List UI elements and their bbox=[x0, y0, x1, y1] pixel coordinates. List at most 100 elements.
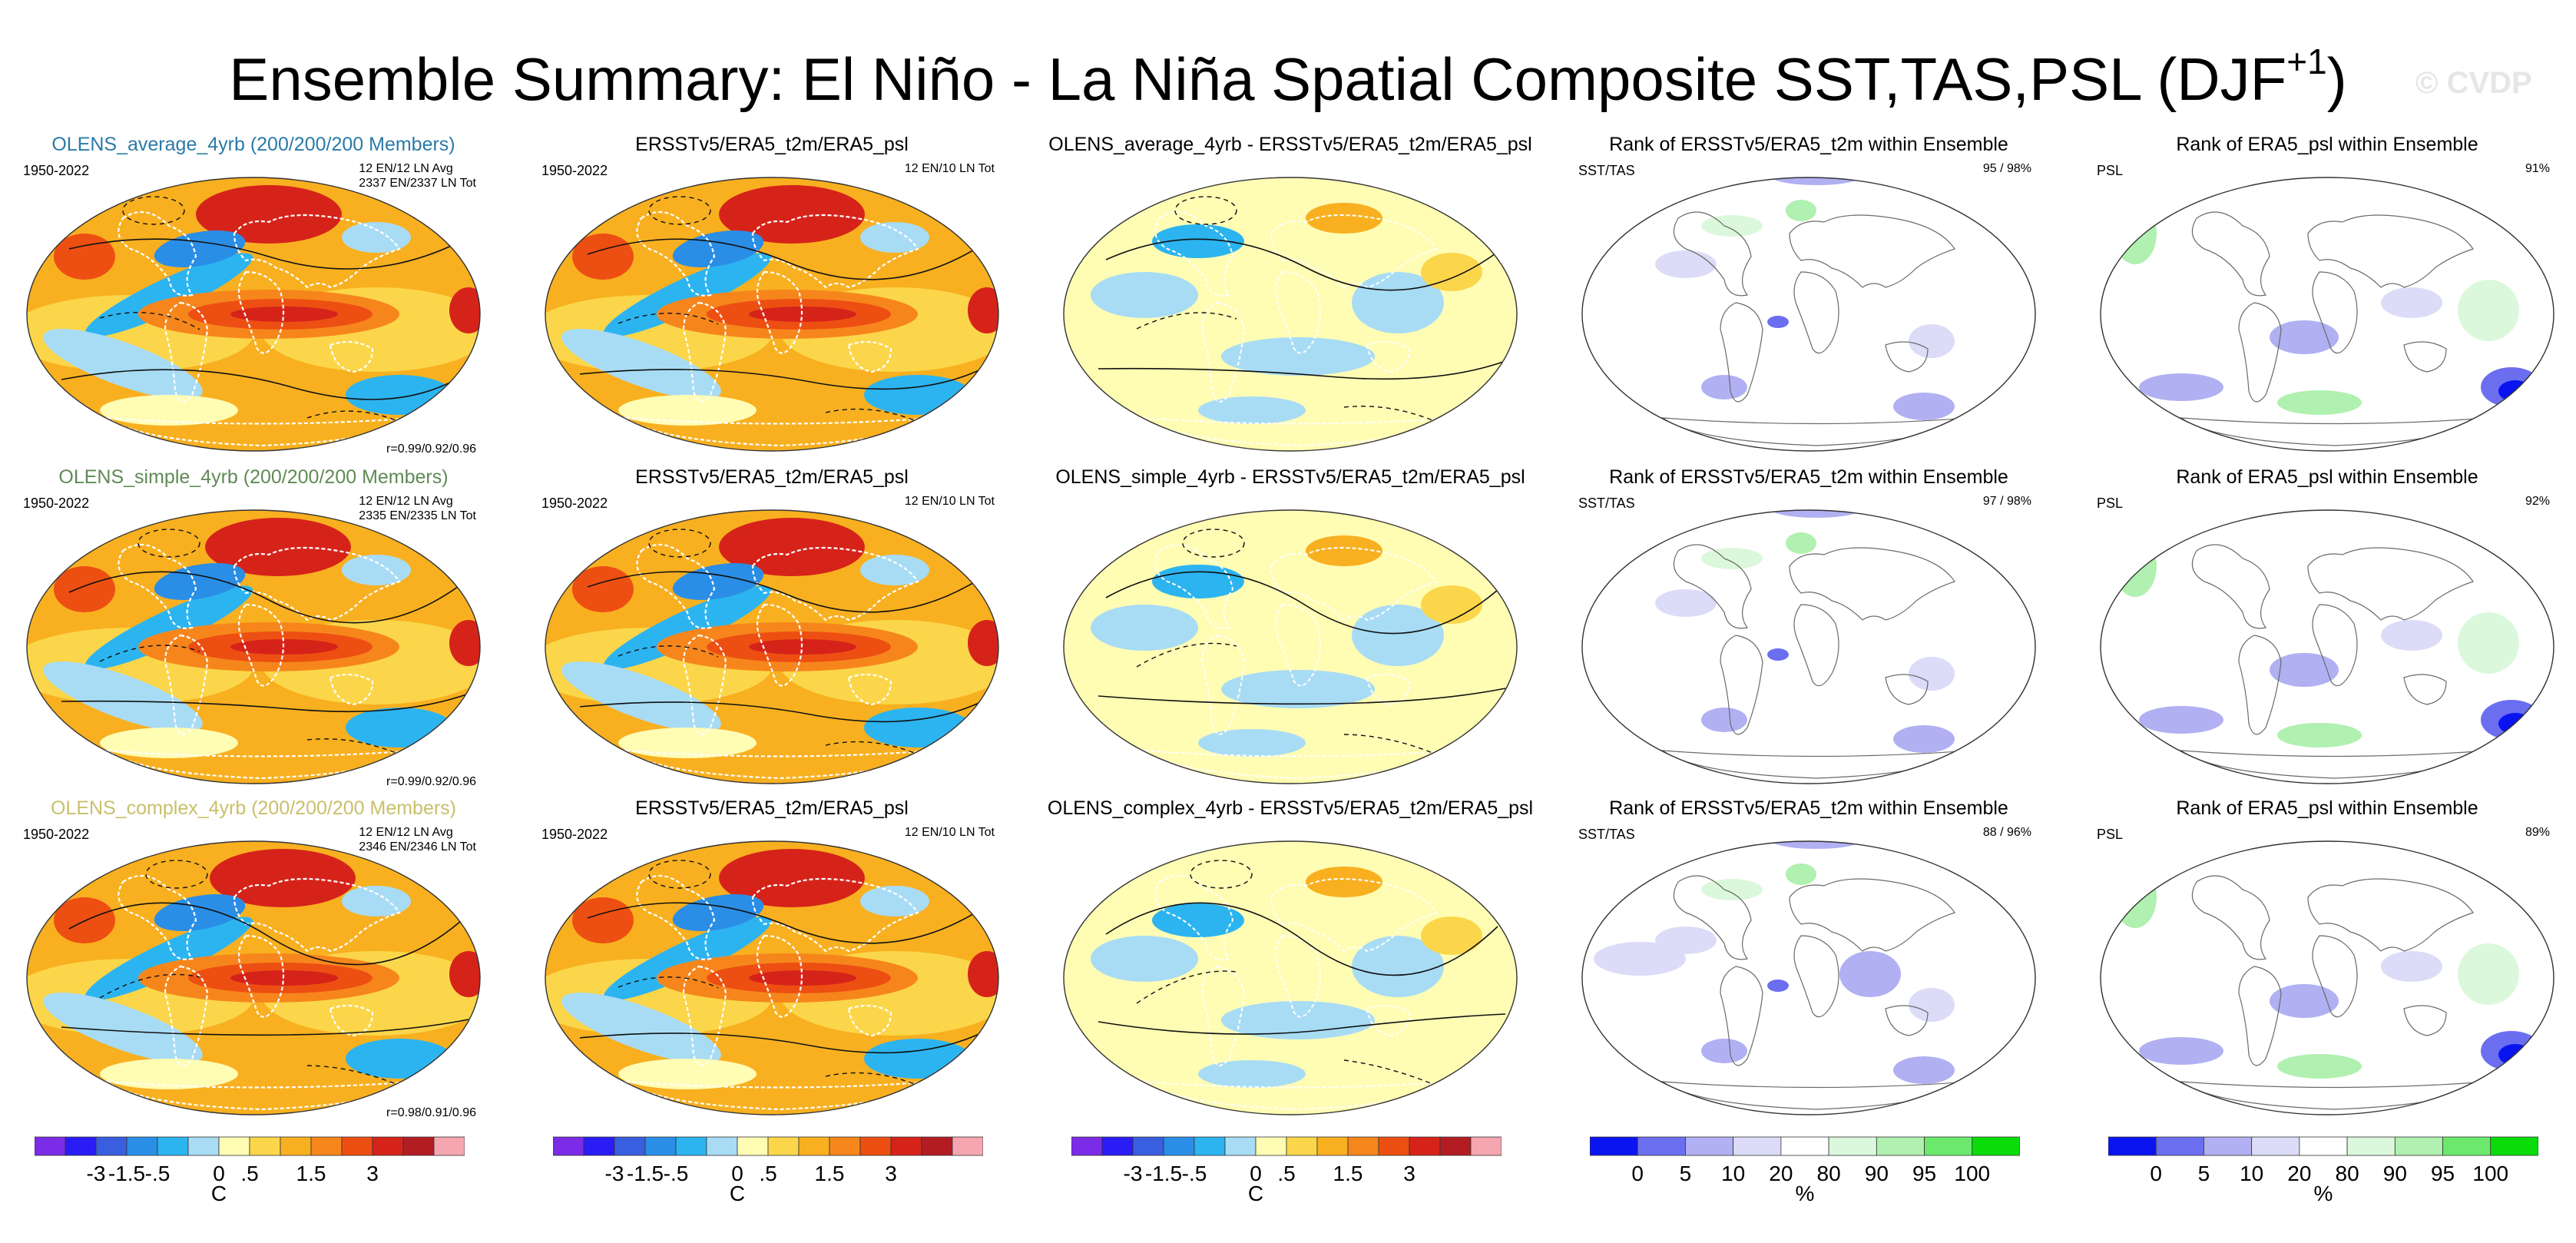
continent-outline-4 bbox=[1366, 341, 1411, 373]
colorbar-swatch bbox=[35, 1136, 66, 1156]
anomaly-cold-tongue bbox=[43, 993, 203, 1063]
diff-cool-patch bbox=[1221, 670, 1375, 708]
anomaly-southern-neutral bbox=[100, 395, 238, 426]
map-border bbox=[545, 177, 999, 452]
rank-high-patch bbox=[1701, 879, 1763, 900]
rank-psl-left: PSL bbox=[2097, 496, 2124, 511]
colorbar-tick-label: -.5 bbox=[144, 1162, 171, 1185]
diff-title: OLENS_average_4yrb - ERSSTv5/ERA5_t2m/ER… bbox=[1048, 134, 1532, 155]
map-border bbox=[1581, 509, 2036, 784]
rank-psl-title: Rank of ERA5_psl within Ensemble bbox=[2176, 797, 2478, 819]
continent-outline-5 bbox=[104, 749, 418, 780]
map-border bbox=[1063, 509, 1518, 784]
colorbar-tick-label: 100 bbox=[2472, 1162, 2509, 1185]
colorbar-swatch bbox=[1224, 1136, 1257, 1156]
period-label: 1950-2022 bbox=[23, 827, 90, 842]
continent-outline-0 bbox=[118, 874, 197, 960]
panel-rank-psl-row1: Rank of ERA5_psl within Ensemble PSL 91% bbox=[2081, 134, 2573, 464]
continent-outline-0 bbox=[636, 210, 716, 297]
title-close: ) bbox=[2326, 45, 2347, 113]
diff-map bbox=[1063, 840, 1518, 1115]
colorbar-swatch bbox=[921, 1136, 953, 1156]
psl-contour-negative bbox=[825, 408, 919, 423]
continent-outline-3 bbox=[1275, 270, 1321, 354]
colorbar-tick-label: -.5 bbox=[663, 1162, 689, 1185]
rank-psl-pct: 92% bbox=[2525, 494, 2550, 509]
temp-map bbox=[545, 509, 999, 784]
rank-low-patch bbox=[2139, 706, 2223, 734]
continent-outline-0 bbox=[1673, 544, 1752, 629]
panel-diff-row3: OLENS_complex_4yrb - ERSSTv5/ERA5_t2m/ER… bbox=[1045, 797, 1536, 1128]
counts-label: 12 EN/12 LN Avg 2346 EN/2346 LN Tot bbox=[359, 825, 476, 854]
title-text: Ensemble Summary: El Niño - La Niña Spat… bbox=[229, 45, 2287, 113]
continent-outline-4 bbox=[1885, 674, 1929, 705]
psl-contour-aleutian-low bbox=[1182, 529, 1245, 558]
panel-rank-sst-row1: Rank of ERSSTv5/ERA5_t2m within Ensemble… bbox=[1563, 134, 2055, 464]
diff-warm-patch bbox=[1306, 867, 1382, 897]
colorbar-tick-label: 90 bbox=[2382, 1162, 2407, 1185]
colorbar-tick-label: -1.5 bbox=[108, 1162, 146, 1185]
rank-psl-title: Rank of ERA5_psl within Ensemble bbox=[2176, 466, 2478, 488]
rank-high-patch bbox=[2277, 723, 2362, 747]
psl-contour-negative bbox=[618, 313, 719, 325]
diff-title: OLENS_simple_4yrb - ERSSTv5/ERA5_t2m/ERA… bbox=[1055, 466, 1525, 488]
psl-contour-positive bbox=[61, 369, 469, 400]
psl-contour-negative bbox=[1136, 312, 1237, 330]
colorbar-swatch bbox=[1255, 1136, 1287, 1156]
rank-low-patch bbox=[1701, 1039, 1747, 1063]
anomaly-southern-neutral bbox=[100, 728, 238, 758]
psl-contour-negative bbox=[1343, 1059, 1437, 1086]
colorbar-swatch bbox=[1780, 1136, 1829, 1156]
panel-rank-sst-row2: Rank of ERSSTv5/ERA5_t2m within Ensemble… bbox=[1563, 466, 2055, 797]
colorbar-swatch bbox=[187, 1136, 220, 1156]
colorbar-swatch bbox=[1347, 1136, 1379, 1156]
anomaly-continental-warm bbox=[968, 951, 998, 997]
continent-outline-2 bbox=[1789, 878, 1955, 952]
rank-psl-title: Rank of ERA5_psl within Ensemble bbox=[2176, 134, 2478, 155]
rank-map bbox=[2100, 509, 2554, 784]
diff-cool-patch bbox=[1091, 272, 1198, 318]
continent-outline-5 bbox=[623, 749, 936, 780]
counts-total: 2335 EN/2335 LN Tot bbox=[359, 509, 476, 522]
diff-cold-patch bbox=[1152, 224, 1244, 258]
diff-cool-patch bbox=[1221, 1001, 1375, 1039]
continent-outline-2 bbox=[751, 214, 919, 289]
anomaly-southern-neutral bbox=[618, 395, 757, 426]
colorbar-tick-label: 5 bbox=[2197, 1162, 2210, 1185]
colorbar-unit: C bbox=[729, 1182, 746, 1205]
rank-low-patch bbox=[1909, 988, 1955, 1022]
panel-ensemble-row2: OLENS_simple_4yrb (200/200/200 Members) … bbox=[8, 466, 499, 797]
colorbar-tick-label: 80 bbox=[1816, 1162, 1841, 1185]
anomaly-continental-warm bbox=[968, 620, 998, 666]
continent-outline-0 bbox=[2191, 211, 2270, 297]
continent-outline-4 bbox=[329, 340, 374, 373]
counts-total: 2346 EN/2346 LN Tot bbox=[359, 840, 476, 854]
colorbar-tick-label: 3 bbox=[366, 1162, 379, 1185]
colorbar-tick-label: -3 bbox=[1123, 1162, 1143, 1185]
rank-low-patch bbox=[2381, 620, 2442, 651]
continent-outline-4 bbox=[1366, 674, 1411, 706]
counts-avg: 12 EN/12 LN Avg bbox=[359, 495, 453, 508]
rank-sst-pct: 88 / 96% bbox=[1983, 825, 2031, 840]
continent-outline-4 bbox=[1885, 341, 1929, 373]
anomaly-cold-tongue bbox=[561, 661, 721, 732]
colorbar-tick-label: 100 bbox=[1954, 1162, 1991, 1185]
rank-low-patch bbox=[1770, 510, 1862, 518]
continent-outline-2 bbox=[2307, 214, 2474, 288]
continent-outline-3 bbox=[1275, 934, 1321, 1018]
colorbar-swatch bbox=[1132, 1136, 1164, 1156]
rank-low-patch bbox=[2270, 320, 2339, 354]
colorbar-tick-label: -1.5 bbox=[626, 1162, 664, 1185]
continent-outline-4 bbox=[1366, 1005, 1411, 1037]
psl-contour-positive bbox=[579, 698, 988, 723]
anomaly-cold-tongue bbox=[43, 661, 203, 732]
diff-cool-patch bbox=[1198, 1060, 1306, 1088]
period-label: 1950-2022 bbox=[23, 163, 90, 178]
ensemble-title: OLENS_average_4yrb (200/200/200 Members) bbox=[51, 134, 455, 155]
anomaly-arctic-warm bbox=[719, 849, 865, 907]
panel-rank-psl-row3: Rank of ERA5_psl within Ensemble PSL 89% bbox=[2081, 797, 2573, 1128]
colorbar-swatch bbox=[2346, 1136, 2396, 1156]
rank-low-patch bbox=[1770, 177, 1862, 185]
colorbar-tick-label: 95 bbox=[1912, 1162, 1937, 1185]
continent-outline-0 bbox=[636, 874, 716, 960]
